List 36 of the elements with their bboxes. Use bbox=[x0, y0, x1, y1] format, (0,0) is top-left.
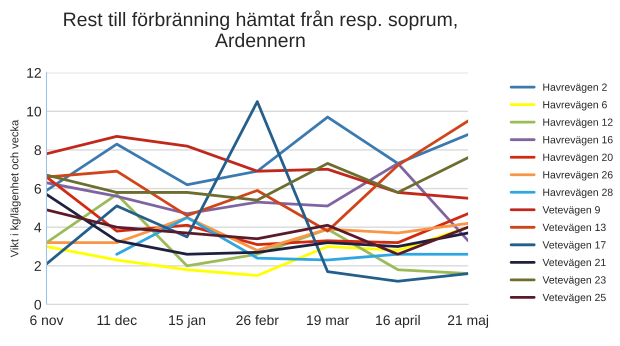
legend-label: Havrevägen 12 bbox=[543, 118, 613, 128]
x-tick-label: 11 dec bbox=[97, 314, 137, 326]
legend-label: Havrevägen 20 bbox=[543, 154, 613, 164]
legend-label: Havrevägen 26 bbox=[543, 171, 613, 181]
legend-label: Havrevägen 6 bbox=[543, 101, 607, 110]
legend-label: Havrevägen 16 bbox=[543, 136, 613, 146]
line-series bbox=[46, 156, 468, 202]
legend-label: Vetevägen 17 bbox=[542, 241, 606, 251]
chart-title: Rest till förbränning hämtat från resp. soprum, Ardennern bbox=[64, 10, 456, 48]
line-series bbox=[46, 135, 468, 200]
legend-label: Vetevägen 9 bbox=[542, 206, 600, 216]
y-tick-label: 0 bbox=[34, 300, 42, 310]
line-series bbox=[46, 192, 468, 256]
x-tick-label: 16 april bbox=[376, 314, 420, 328]
y-tick-label: 4 bbox=[34, 222, 42, 232]
legend-label: Havrevägen 28 bbox=[543, 188, 613, 198]
line-series bbox=[46, 100, 468, 283]
legend-label: Vetevägen 25 bbox=[542, 294, 606, 304]
x-tick-label: 15 jan bbox=[169, 314, 206, 328]
y-axis-title: Vikt i kg/lägenhet och vecka bbox=[10, 120, 21, 258]
y-tick-label: 10 bbox=[27, 106, 42, 116]
x-tick-label: 19 mar bbox=[307, 315, 349, 326]
legend-label: Vetevägen 21 bbox=[542, 258, 606, 268]
legend-label: Vetevägen 23 bbox=[542, 276, 606, 286]
x-tick-label: 21 maj bbox=[448, 314, 488, 328]
x-tick-label: 26 febr bbox=[236, 314, 279, 326]
x-tick-label: 6 nov bbox=[30, 315, 64, 326]
line-series bbox=[46, 116, 468, 192]
y-tick-label: 12 bbox=[27, 68, 41, 78]
legend-label: Havrevägen 2 bbox=[543, 83, 607, 93]
y-tick-label: 6 bbox=[34, 184, 42, 194]
line-series bbox=[46, 120, 468, 232]
legend-label: Vetevägen 13 bbox=[542, 224, 606, 234]
line-series bbox=[46, 208, 468, 256]
y-tick-label: 2 bbox=[34, 261, 41, 271]
y-tick-label: 8 bbox=[34, 145, 42, 156]
